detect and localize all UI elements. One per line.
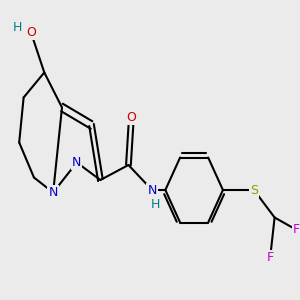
Text: N: N bbox=[72, 156, 82, 169]
Text: O: O bbox=[26, 26, 36, 39]
Text: S: S bbox=[250, 184, 258, 196]
Text: H: H bbox=[150, 197, 160, 211]
Text: F: F bbox=[293, 224, 300, 236]
Text: F: F bbox=[267, 251, 274, 264]
Text: H: H bbox=[13, 21, 22, 34]
Text: O: O bbox=[127, 111, 136, 124]
Text: N: N bbox=[147, 184, 157, 196]
Text: N: N bbox=[49, 186, 58, 199]
